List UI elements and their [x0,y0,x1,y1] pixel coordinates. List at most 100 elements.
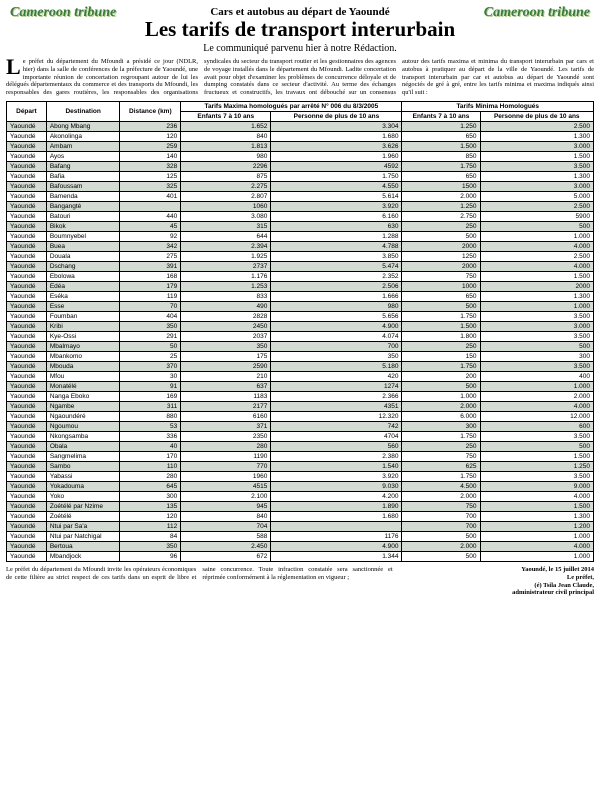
table-cell: Yaoundé [7,182,47,192]
table-row: YaoundéNtui par Natchigal8458811765001.0… [7,532,594,542]
table-cell: 350 [271,352,402,362]
table-cell: Yaoundé [7,352,47,362]
table-cell: Zoétélé [46,512,120,522]
table-cell: Yaoundé [7,372,47,382]
table-row: YaoundéAkonolinga1208401.6806501.300 [7,132,594,142]
table-cell: 1.300 [480,292,593,302]
table-cell: Yaoundé [7,232,47,242]
table-cell: 1.680 [271,132,402,142]
table-cell: 2.000 [402,402,480,412]
table-cell: 5.614 [271,192,402,202]
table-cell: 420 [271,372,402,382]
table-cell: Yaoundé [7,362,47,372]
table-cell: Bangangté [46,202,120,212]
table-cell: 50 [120,342,181,352]
table-cell: 350 [120,322,181,332]
table-cell: Yaoundé [7,402,47,412]
table-cell: 945 [181,502,271,512]
table-row: YaoundéBangangté10603.9201.2502.500 [7,202,594,212]
table-cell: 275 [120,252,181,262]
table-cell: 1.890 [271,502,402,512]
table-cell: 4.000 [480,492,593,502]
table-cell: Bikok [46,222,120,232]
table-cell: 3.500 [480,472,593,482]
logo-left: Cameroon tribune [10,6,116,20]
table-cell: 112 [120,522,181,532]
table-row: YaoundéAmbam2591.8133.6261.5003.000 [7,142,594,152]
table-cell: 1190 [181,452,271,462]
table-cell: 4592 [271,162,402,172]
table-cell: 350 [120,542,181,552]
table-row: YaoundéEbolowa1681.1762.3527501.500 [7,272,594,282]
table-cell: Mbankomo [46,352,120,362]
table-cell: 2.100 [181,492,271,502]
table-row: YaoundéMbalmayo50350700250500 [7,342,594,352]
table-cell: Mbandjock [46,552,120,562]
table-cell: 2350 [181,432,271,442]
table-cell: 645 [120,482,181,492]
table-cell: 1060 [181,202,271,212]
table-cell: 169 [120,392,181,402]
table-cell: 1176 [271,532,402,542]
table-row: YaoundéMbankomo25175350150300 [7,352,594,362]
table-cell: 1.000 [480,382,593,392]
table-cell: 53 [120,422,181,432]
col-max-adult: Personne de plus de 10 ans [271,112,402,122]
table-cell: 6.160 [271,212,402,222]
table-cell: 9.000 [480,482,593,492]
table-row: YaoundéAyos1409801.9608501.500 [7,152,594,162]
table-cell: 1.253 [181,282,271,292]
table-cell: Mbouda [46,362,120,372]
table-cell: 1.000 [480,552,593,562]
table-cell: 135 [120,502,181,512]
table-cell: 980 [271,302,402,312]
table-cell: Foumban [46,312,120,322]
table-cell: 371 [181,422,271,432]
table-cell: 175 [181,352,271,362]
table-cell: 3.080 [181,212,271,222]
table-row: YaoundéBertoua3502.4504.9002.0004.000 [7,542,594,552]
table-cell: Yaoundé [7,342,47,352]
table-cell: 500 [480,342,593,352]
table-cell: 600 [480,422,593,432]
sig-title: Le préfet, [401,574,594,582]
table-cell: Yaoundé [7,482,47,492]
table-row: YaoundéSangmelima17011902.3807501.500 [7,452,594,462]
table-cell: 500 [480,442,593,452]
table-cell: 1.500 [480,502,593,512]
table-cell: 1274 [271,382,402,392]
table-cell: 2.000 [402,192,480,202]
table-cell: Yaoundé [7,532,47,542]
table-cell: Yaoundé [7,502,47,512]
table-cell: Yaoundé [7,122,47,132]
table-cell: 2037 [181,332,271,342]
table-row: YaoundéDschang39127375.47420004.000 [7,262,594,272]
table-cell: 311 [120,402,181,412]
table-cell: 2.506 [271,282,402,292]
table-row: YaoundéMfou30210420200400 [7,372,594,382]
table-cell: 96 [120,552,181,562]
table-cell: 2.807 [181,192,271,202]
table-row: YaoundéYabassi28019603.9201.7503.500 [7,472,594,482]
table-cell: 2450 [181,322,271,332]
table-cell: 742 [271,422,402,432]
table-cell: Yaoundé [7,272,47,282]
table-cell: 1.750 [402,362,480,372]
table-cell: Ngoumou [46,422,120,432]
table-cell: Yaoundé [7,222,47,232]
table-cell: Yaoundé [7,162,47,172]
table-cell: 2590 [181,362,271,372]
table-cell: Sambo [46,462,120,472]
table-cell: 1.176 [181,272,271,282]
table-cell [271,522,402,532]
table-row: YaoundéBafia1258751.7506501.300 [7,172,594,182]
table-cell: 4.900 [271,322,402,332]
table-cell: 4.000 [480,542,593,552]
table-cell [120,202,181,212]
table-cell: 1.540 [271,462,402,472]
table-row: YaoundéZoétélé par Nzime1359451.8907501.… [7,502,594,512]
dropcap: L [6,58,23,77]
table-cell: 370 [120,362,181,372]
table-row: YaoundéDouala2751.9253.85012502.500 [7,252,594,262]
table-row: YaoundéBatouri4403.0806.1602.7505900 [7,212,594,222]
